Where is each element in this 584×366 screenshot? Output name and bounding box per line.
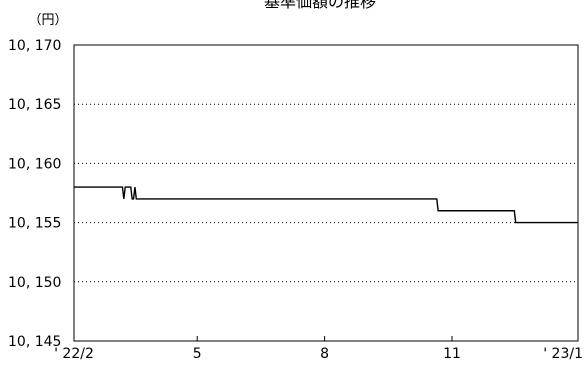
series-line xyxy=(74,186,578,224)
y-tick-label: 10, 145 xyxy=(8,334,61,350)
y-tick-label: 10, 170 xyxy=(8,38,61,54)
y-tick-label: 10, 160 xyxy=(8,156,61,172)
x-tick-label: ' 22/2 xyxy=(54,346,94,362)
y-tick-label: 10, 150 xyxy=(8,275,61,291)
x-axis: ' 22/2 5 8 11 ' 23/1 xyxy=(54,336,583,362)
series-layer xyxy=(74,186,578,224)
y-tick-label: 10, 155 xyxy=(8,216,61,232)
y-axis: 10, 170 10, 165 10, 160 10, 155 10, 150 10, 1… xyxy=(8,38,61,350)
x-tick-label: ' 23/1 xyxy=(543,346,583,362)
x-tick-label: 8 xyxy=(320,346,329,362)
chart-title: 基準価額の推移 xyxy=(264,0,376,11)
x-tick-label: 5 xyxy=(193,346,202,362)
y-tick-label: 10, 165 xyxy=(8,97,61,113)
grid-lines xyxy=(74,103,578,283)
plot-area-frame xyxy=(73,44,579,342)
y-unit-label: （円） xyxy=(28,13,67,28)
x-tick-label: 11 xyxy=(443,346,461,362)
